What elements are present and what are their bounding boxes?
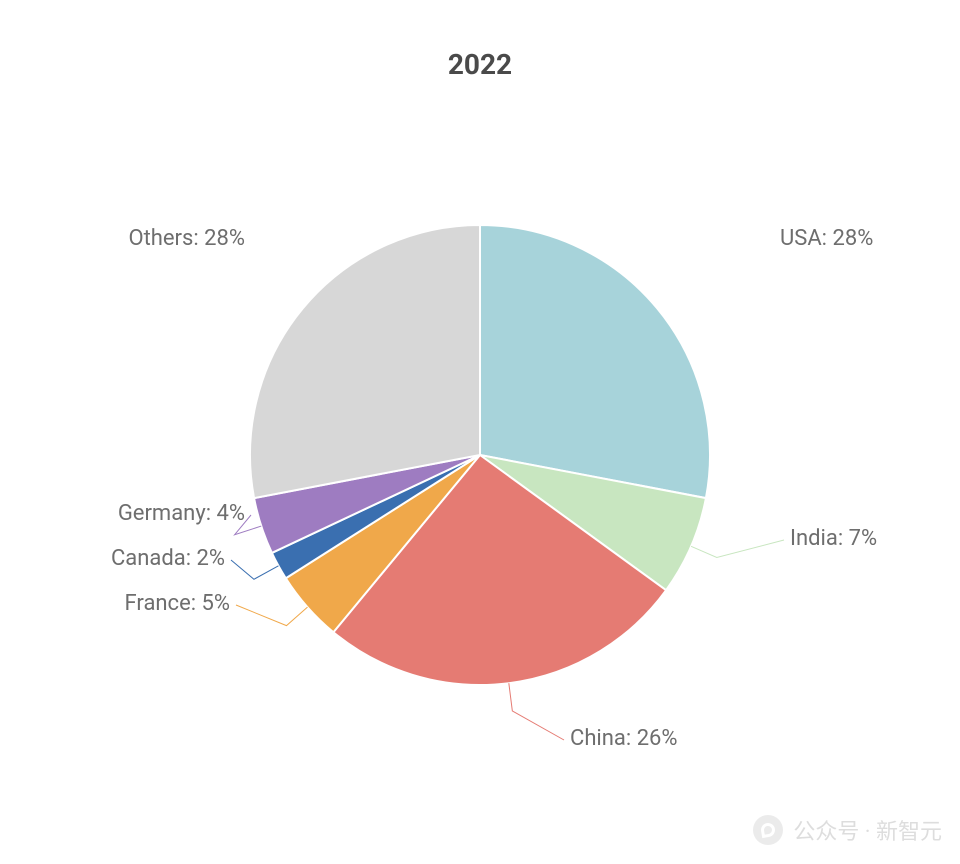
watermark: 公众号 · 新智元: [753, 814, 942, 846]
watermark-text: 公众号 · 新智元: [793, 814, 942, 846]
leader-line-france: [236, 605, 307, 626]
slice-label-france: France: 5%: [125, 591, 230, 616]
wechat-icon: [753, 815, 783, 845]
pie-slice-others: [250, 225, 480, 498]
pie-slice-usa: [480, 225, 710, 498]
slice-label-germany: Germany: 4%: [118, 501, 245, 526]
slice-label-india: India: 7%: [790, 526, 877, 551]
slice-label-china: China: 26%: [570, 726, 678, 751]
slice-label-usa: USA: 28%: [780, 226, 873, 251]
slice-label-canada: Canada: 2%: [111, 546, 225, 571]
leader-line-india: [691, 540, 784, 557]
leader-line-canada: [231, 560, 278, 579]
leader-line-china: [509, 683, 564, 740]
pie-chart: [0, 0, 960, 864]
slice-label-others: Others: 28%: [128, 226, 245, 251]
